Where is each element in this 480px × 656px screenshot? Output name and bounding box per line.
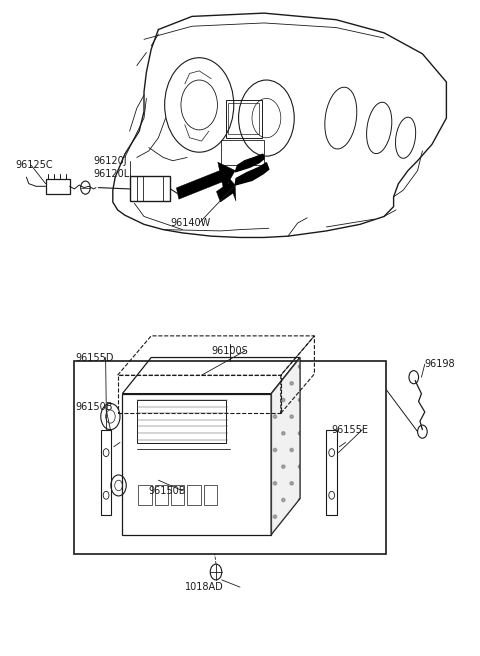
Text: 1018AD: 1018AD [185, 582, 224, 592]
Text: 96150B: 96150B [149, 485, 186, 496]
Text: 96100S: 96100S [211, 346, 248, 356]
Bar [118, 375, 281, 413]
Bar [138, 485, 152, 505]
Polygon shape [235, 154, 264, 172]
Polygon shape [271, 358, 300, 535]
Text: 96150B: 96150B [76, 401, 113, 412]
Text: 96125C: 96125C [16, 160, 53, 171]
Bar [155, 485, 168, 505]
Polygon shape [216, 174, 236, 202]
Bar [228, 103, 259, 134]
Bar [187, 485, 201, 505]
Bar [326, 430, 337, 515]
Bar [204, 485, 217, 505]
Text: 96155E: 96155E [331, 424, 368, 435]
Bar [46, 179, 70, 194]
Bar [130, 176, 170, 201]
Bar [101, 430, 111, 515]
Bar [221, 140, 264, 165]
Text: 96198: 96198 [425, 359, 456, 369]
Text: 96155D: 96155D [76, 352, 114, 363]
Text: 96120L: 96120L [94, 169, 130, 179]
Bar [171, 485, 184, 505]
Bar [137, 400, 226, 443]
Bar [226, 100, 262, 138]
Text: 96120J: 96120J [94, 155, 127, 166]
Polygon shape [176, 162, 235, 199]
Bar [122, 394, 271, 535]
Text: 96140W: 96140W [170, 218, 211, 228]
Bar [74, 361, 386, 554]
Polygon shape [235, 163, 269, 185]
